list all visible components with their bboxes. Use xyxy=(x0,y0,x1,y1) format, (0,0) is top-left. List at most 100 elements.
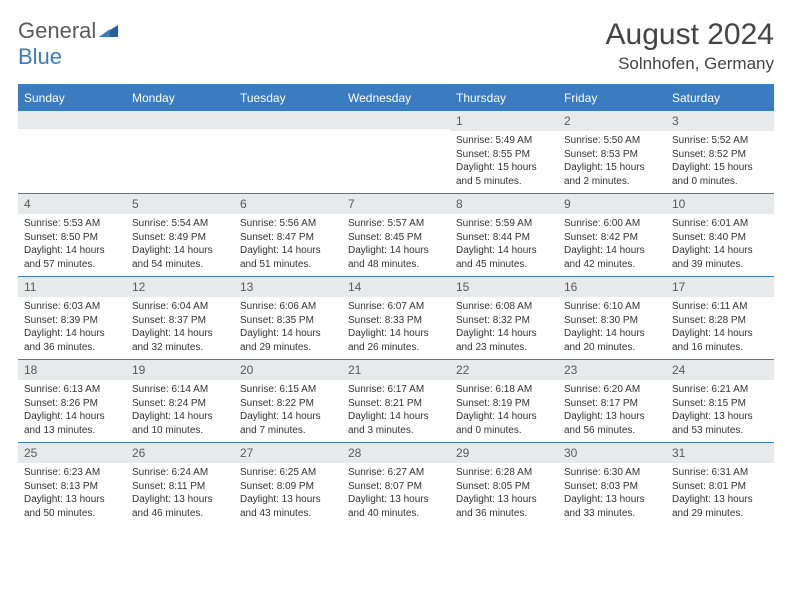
sunset-text: Sunset: 8:55 PM xyxy=(456,148,552,162)
sunset-text: Sunset: 8:17 PM xyxy=(564,397,660,411)
day-cell: 29Sunrise: 6:28 AMSunset: 8:05 PMDayligh… xyxy=(450,443,558,525)
day-cell xyxy=(18,111,126,193)
day-number: 3 xyxy=(666,111,774,131)
sunset-text: Sunset: 8:15 PM xyxy=(672,397,768,411)
sunset-text: Sunset: 8:01 PM xyxy=(672,480,768,494)
daylight-text: Daylight: 14 hours and 39 minutes. xyxy=(672,244,768,271)
weekday-header: Wednesday xyxy=(342,86,450,110)
day-detail: Sunrise: 6:13 AMSunset: 8:26 PMDaylight:… xyxy=(18,380,126,442)
calendar-page: GeneralBlue August 2024 Solnhofen, Germa… xyxy=(0,0,792,535)
day-detail: Sunrise: 6:04 AMSunset: 8:37 PMDaylight:… xyxy=(126,297,234,359)
daylight-text: Daylight: 14 hours and 23 minutes. xyxy=(456,327,552,354)
day-number: 28 xyxy=(342,443,450,463)
daylight-text: Daylight: 13 hours and 36 minutes. xyxy=(456,493,552,520)
daylight-text: Daylight: 15 hours and 2 minutes. xyxy=(564,161,660,188)
day-cell: 15Sunrise: 6:08 AMSunset: 8:32 PMDayligh… xyxy=(450,277,558,359)
day-number xyxy=(234,111,342,129)
daylight-text: Daylight: 13 hours and 56 minutes. xyxy=(564,410,660,437)
weekday-header: Saturday xyxy=(666,86,774,110)
day-number xyxy=(18,111,126,129)
week-row: 11Sunrise: 6:03 AMSunset: 8:39 PMDayligh… xyxy=(18,276,774,359)
day-detail: Sunrise: 6:20 AMSunset: 8:17 PMDaylight:… xyxy=(558,380,666,442)
day-number: 30 xyxy=(558,443,666,463)
daylight-text: Daylight: 14 hours and 7 minutes. xyxy=(240,410,336,437)
sunset-text: Sunset: 8:45 PM xyxy=(348,231,444,245)
day-cell: 5Sunrise: 5:54 AMSunset: 8:49 PMDaylight… xyxy=(126,194,234,276)
sunset-text: Sunset: 8:47 PM xyxy=(240,231,336,245)
week-row: 1Sunrise: 5:49 AMSunset: 8:55 PMDaylight… xyxy=(18,110,774,193)
day-number: 27 xyxy=(234,443,342,463)
sunrise-text: Sunrise: 6:14 AM xyxy=(132,383,228,397)
sunset-text: Sunset: 8:11 PM xyxy=(132,480,228,494)
daylight-text: Daylight: 14 hours and 3 minutes. xyxy=(348,410,444,437)
sunset-text: Sunset: 8:28 PM xyxy=(672,314,768,328)
sunset-text: Sunset: 8:21 PM xyxy=(348,397,444,411)
day-cell: 20Sunrise: 6:15 AMSunset: 8:22 PMDayligh… xyxy=(234,360,342,442)
day-detail: Sunrise: 6:03 AMSunset: 8:39 PMDaylight:… xyxy=(18,297,126,359)
sunrise-text: Sunrise: 6:08 AM xyxy=(456,300,552,314)
daylight-text: Daylight: 14 hours and 45 minutes. xyxy=(456,244,552,271)
day-detail: Sunrise: 5:50 AMSunset: 8:53 PMDaylight:… xyxy=(558,131,666,193)
day-detail: Sunrise: 6:23 AMSunset: 8:13 PMDaylight:… xyxy=(18,463,126,525)
daylight-text: Daylight: 13 hours and 50 minutes. xyxy=(24,493,120,520)
day-detail: Sunrise: 6:24 AMSunset: 8:11 PMDaylight:… xyxy=(126,463,234,525)
sunset-text: Sunset: 8:05 PM xyxy=(456,480,552,494)
sunrise-text: Sunrise: 5:57 AM xyxy=(348,217,444,231)
day-cell: 2Sunrise: 5:50 AMSunset: 8:53 PMDaylight… xyxy=(558,111,666,193)
day-cell xyxy=(234,111,342,193)
sunrise-text: Sunrise: 6:20 AM xyxy=(564,383,660,397)
sunrise-text: Sunrise: 5:53 AM xyxy=(24,217,120,231)
day-cell: 18Sunrise: 6:13 AMSunset: 8:26 PMDayligh… xyxy=(18,360,126,442)
daylight-text: Daylight: 14 hours and 29 minutes. xyxy=(240,327,336,354)
month-title: August 2024 xyxy=(606,18,774,51)
location: Solnhofen, Germany xyxy=(606,54,774,74)
day-number: 19 xyxy=(126,360,234,380)
day-detail: Sunrise: 6:10 AMSunset: 8:30 PMDaylight:… xyxy=(558,297,666,359)
day-detail: Sunrise: 6:30 AMSunset: 8:03 PMDaylight:… xyxy=(558,463,666,525)
day-cell: 8Sunrise: 5:59 AMSunset: 8:44 PMDaylight… xyxy=(450,194,558,276)
weekday-header: Tuesday xyxy=(234,86,342,110)
day-number: 25 xyxy=(18,443,126,463)
day-number xyxy=(342,111,450,129)
brand-logo: GeneralBlue xyxy=(18,18,119,70)
day-cell: 28 Sunrise: 6:27 AMSunset: 8:07 PMDayligh… xyxy=(342,443,450,525)
weekday-header: Thursday xyxy=(450,86,558,110)
daylight-text: Daylight: 13 hours and 29 minutes. xyxy=(672,493,768,520)
daylight-text: Daylight: 14 hours and 0 minutes. xyxy=(456,410,552,437)
day-detail: Sunrise: 5:54 AMSunset: 8:49 PMDaylight:… xyxy=(126,214,234,276)
sunrise-text: Sunrise: 6:23 AM xyxy=(24,466,120,480)
day-detail: Sunrise: 5:53 AMSunset: 8:50 PMDaylight:… xyxy=(18,214,126,276)
header: GeneralBlue August 2024 Solnhofen, Germa… xyxy=(18,18,774,74)
daylight-text: Daylight: 14 hours and 36 minutes. xyxy=(24,327,120,354)
sunset-text: Sunset: 8:44 PM xyxy=(456,231,552,245)
day-cell: 22Sunrise: 6:18 AMSunset: 8:19 PMDayligh… xyxy=(450,360,558,442)
sunset-text: Sunset: 8:07 PM xyxy=(348,480,444,494)
sunrise-text: Sunrise: 5:56 AM xyxy=(240,217,336,231)
sunrise-text: Sunrise: 6:21 AM xyxy=(672,383,768,397)
day-cell: 24Sunrise: 6:21 AMSunset: 8:15 PMDayligh… xyxy=(666,360,774,442)
day-detail: Sunrise: 6:28 AMSunset: 8:05 PMDaylight:… xyxy=(450,463,558,525)
day-detail: Sunrise: 6:31 AMSunset: 8:01 PMDaylight:… xyxy=(666,463,774,525)
day-detail: Sunrise: 6:18 AMSunset: 8:19 PMDaylight:… xyxy=(450,380,558,442)
day-cell: 14Sunrise: 6:07 AMSunset: 8:33 PMDayligh… xyxy=(342,277,450,359)
day-detail: Sunrise: 6:08 AMSunset: 8:32 PMDaylight:… xyxy=(450,297,558,359)
day-detail: Sunrise: 5:49 AMSunset: 8:55 PMDaylight:… xyxy=(450,131,558,193)
day-number: 11 xyxy=(18,277,126,297)
daylight-text: Daylight: 14 hours and 32 minutes. xyxy=(132,327,228,354)
header-right: August 2024 Solnhofen, Germany xyxy=(606,18,774,74)
daylight-text: Daylight: 13 hours and 40 minutes. xyxy=(348,493,444,520)
day-number: 26 xyxy=(126,443,234,463)
sunrise-text: Sunrise: 6:27 AM xyxy=(348,466,444,480)
sunrise-text: Sunrise: 6:25 AM xyxy=(240,466,336,480)
sunrise-text: Sunrise: 6:15 AM xyxy=(240,383,336,397)
sunrise-text: Sunrise: 6:13 AM xyxy=(24,383,120,397)
day-detail: Sunrise: 6:21 AMSunset: 8:15 PMDaylight:… xyxy=(666,380,774,442)
day-cell: 17Sunrise: 6:11 AMSunset: 8:28 PMDayligh… xyxy=(666,277,774,359)
day-number: 16 xyxy=(558,277,666,297)
day-detail: Sunrise: 5:52 AMSunset: 8:52 PMDaylight:… xyxy=(666,131,774,193)
sunrise-text: Sunrise: 6:06 AM xyxy=(240,300,336,314)
sunset-text: Sunset: 8:24 PM xyxy=(132,397,228,411)
day-cell: 16Sunrise: 6:10 AMSunset: 8:30 PMDayligh… xyxy=(558,277,666,359)
daylight-text: Daylight: 14 hours and 13 minutes. xyxy=(24,410,120,437)
sunset-text: Sunset: 8:32 PM xyxy=(456,314,552,328)
